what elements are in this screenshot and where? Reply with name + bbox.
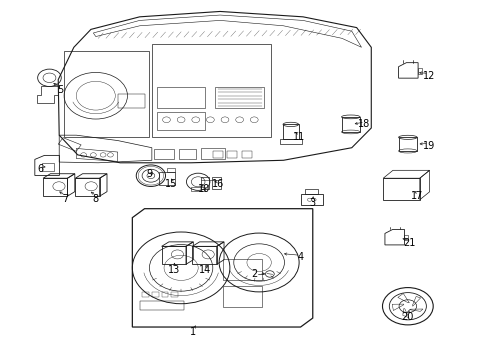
Bar: [227, 150, 237, 158]
Text: 19: 19: [422, 141, 434, 151]
Bar: [242, 150, 251, 158]
Text: 2: 2: [251, 269, 257, 279]
Bar: [142, 292, 149, 297]
Bar: [159, 172, 175, 185]
Text: 13: 13: [167, 265, 180, 275]
Text: 9: 9: [146, 168, 152, 179]
Text: 20: 20: [401, 312, 413, 322]
Text: 7: 7: [62, 194, 68, 204]
Text: 10: 10: [198, 184, 210, 194]
Bar: [212, 150, 222, 158]
Text: 21: 21: [402, 238, 415, 248]
Text: 12: 12: [422, 71, 434, 81]
Bar: [190, 187, 205, 191]
Bar: [341, 117, 359, 132]
Text: 16: 16: [211, 179, 224, 189]
Bar: [166, 168, 175, 172]
Text: 8: 8: [93, 194, 99, 204]
Bar: [41, 163, 54, 171]
Bar: [404, 235, 407, 240]
Text: 4: 4: [297, 252, 303, 262]
Bar: [212, 177, 221, 189]
Bar: [118, 94, 144, 108]
Bar: [417, 68, 421, 73]
Bar: [178, 149, 195, 159]
Bar: [222, 286, 261, 307]
Bar: [398, 137, 416, 151]
Bar: [161, 292, 168, 297]
Bar: [157, 112, 205, 130]
Bar: [215, 87, 264, 108]
Bar: [157, 87, 205, 108]
Text: 14: 14: [199, 265, 211, 275]
Text: 5: 5: [57, 85, 63, 95]
Bar: [283, 125, 298, 139]
Text: 17: 17: [410, 191, 423, 201]
Text: 11: 11: [292, 132, 305, 142]
Bar: [200, 148, 224, 159]
Bar: [154, 149, 173, 159]
Bar: [171, 292, 178, 297]
Bar: [200, 177, 209, 189]
Text: 3: 3: [309, 198, 315, 208]
Bar: [152, 292, 158, 297]
Text: 18: 18: [357, 120, 369, 129]
Text: 1: 1: [190, 327, 196, 337]
Text: 15: 15: [165, 179, 177, 189]
Text: 6: 6: [38, 164, 43, 174]
Bar: [222, 259, 261, 280]
Bar: [140, 301, 183, 310]
